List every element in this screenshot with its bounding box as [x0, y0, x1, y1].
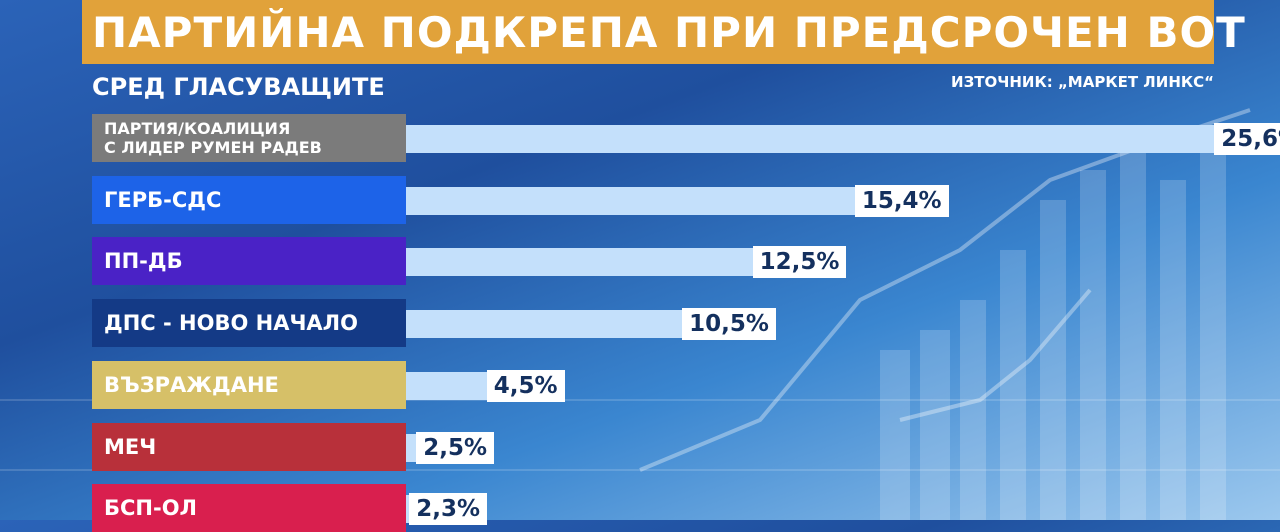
category-label: МЕЧ — [92, 422, 406, 471]
bar-row: БСП-ОЛ 2,3% — [92, 484, 1232, 532]
category-label: ГЕРБ-СДС — [92, 175, 406, 224]
chart-subtitle: СРЕД ГЛАСУВАЩИТЕ — [92, 73, 385, 101]
category-label-text: БСП-ОЛ — [104, 496, 198, 521]
data-label: 2,3% — [409, 493, 488, 526]
bar-row: ВЪЗРАЖДАНЕ 4,5% — [92, 360, 1232, 409]
category-label: ПП-ДБ — [92, 237, 406, 286]
bar-row: ГЕРБ-СДС 15,4% — [92, 175, 1232, 224]
chart-title: ПАРТИЙНА ПОДКРЕПА ПРИ ПРЕДСРОЧЕН ВОТ — [92, 7, 1246, 57]
category-label: БСП-ОЛ — [92, 484, 406, 532]
category-label-text: ГЕРБ-СДС — [104, 187, 222, 212]
data-label: 12,5% — [752, 246, 847, 279]
bar-row: ДПС - НОВО НАЧАЛО 10,5% — [92, 299, 1232, 348]
category-label-text: МЕЧ — [104, 434, 157, 459]
bar-row: МЕЧ 2,5% — [92, 422, 1232, 471]
category-label: ДПС - НОВО НАЧАЛО — [92, 299, 406, 348]
source-note: ИЗТОЧНИК: „МАРКЕТ ЛИНКС“ — [951, 73, 1214, 91]
bar-row: ПАРТИЯ/КОАЛИЦИЯ С ЛИДЕР РУМЕН РАДЕВ 25,6% — [92, 114, 1280, 162]
bar — [406, 125, 1280, 153]
title-bar: ПАРТИЙНА ПОДКРЕПА ПРИ ПРЕДСРОЧЕН ВОТ — [82, 0, 1245, 64]
bar-row: ПП-ДБ 12,5% — [92, 237, 1232, 286]
category-label: ВЪЗРАЖДАНЕ — [92, 360, 406, 409]
category-label-text: ПАРТИЯ/КОАЛИЦИЯ С ЛИДЕР РУМЕН РАДЕВ — [104, 119, 322, 157]
bar-chart: ПАРТИЯ/КОАЛИЦИЯ С ЛИДЕР РУМЕН РАДЕВ 25,6%… — [92, 114, 1280, 532]
category-label: ПАРТИЯ/КОАЛИЦИЯ С ЛИДЕР РУМЕН РАДЕВ — [92, 114, 406, 162]
data-label: 15,4% — [854, 184, 949, 217]
data-label: 2,5% — [416, 431, 495, 464]
data-label: 4,5% — [486, 369, 565, 402]
background-graphic — [0, 0, 1280, 520]
data-label: 10,5% — [682, 308, 776, 341]
category-label-text: ПП-ДБ — [104, 249, 183, 274]
data-label: 25,6% — [1214, 123, 1280, 155]
category-label-text: ДПС - НОВО НАЧАЛО — [104, 311, 358, 336]
category-label-text: ВЪЗРАЖДАНЕ — [104, 372, 279, 397]
